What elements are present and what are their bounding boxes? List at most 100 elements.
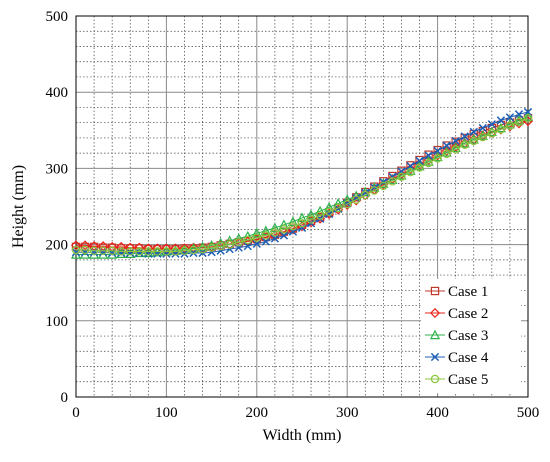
y-tick-label: 0 [61,390,69,406]
data-point [442,141,451,150]
series-layer [70,107,534,259]
data-point [135,247,144,256]
data-point [513,115,525,125]
legend-marker [430,374,440,384]
data-point [144,247,153,256]
y-axis-tick-labels: 0 100 200 300 400 500 [46,9,69,406]
data-point [89,248,99,257]
legend-item: Case 4 [425,350,489,366]
data-point [505,121,515,130]
data-point [162,247,171,256]
data-point [333,203,343,213]
data-point [451,145,460,154]
data-point [252,233,261,242]
data-point [153,247,162,256]
data-point [424,151,433,160]
data-point [522,111,534,121]
data-point [441,145,452,156]
data-point [189,245,198,255]
data-point [269,222,280,233]
data-point [487,120,496,129]
data-point [468,134,479,144]
data-point [388,177,397,186]
data-point [126,247,135,256]
data-point [216,241,225,251]
data-point [198,244,207,254]
legend-label: Case 2 [448,306,488,322]
data-point [126,248,135,258]
data-point [424,158,433,168]
data-point [270,228,280,237]
data-point [314,205,326,216]
data-point [487,129,497,138]
data-point [514,110,524,119]
data-point [116,247,126,256]
data-point [261,237,270,246]
data-point [361,190,370,200]
data-point [523,107,533,117]
legend-marker [430,286,440,296]
x-tick-label: 300 [336,405,359,421]
data-point [260,225,271,236]
legend-item: Case 2 [425,306,488,322]
y-tick-label: 300 [46,161,69,177]
minor-gridlines [76,16,528,397]
data-point [505,113,515,122]
data-point [433,146,442,156]
data-point [179,243,190,254]
data-point [315,211,325,220]
data-point [469,127,478,136]
data-point [432,151,443,162]
data-point [397,172,406,181]
data-point [180,246,189,255]
data-point [98,248,108,257]
data-point [243,241,252,251]
data-point [288,222,298,231]
data-point [305,209,317,220]
data-point [352,195,361,204]
y-tick-label: 500 [46,9,69,25]
data-point [433,154,442,163]
data-point [478,123,487,133]
data-point [496,116,506,125]
data-point [451,136,460,146]
data-point [495,122,506,133]
legend-marker [430,352,440,362]
data-point [71,245,81,255]
data-point [161,243,172,254]
legend: Case 1 Case 2 Case 3 Case 4 Case 5 [421,279,521,393]
x-tick-label: 100 [155,405,178,421]
data-point [343,200,352,209]
y-tick-label: 200 [46,238,69,254]
x-tick-label: 0 [72,405,80,421]
data-point [171,247,180,256]
legend-item: Case 5 [425,372,488,388]
data-point [251,227,262,238]
data-point [125,248,136,258]
data-point [89,246,99,255]
x-axis-title: Width (mm) [263,427,342,444]
legend-item: Case 3 [425,328,488,344]
data-point [504,118,516,129]
legend-label: Case 3 [448,328,488,344]
x-axis-tick-labels: 0 100 200 300 400 500 [72,405,539,421]
data-point [415,156,424,165]
data-point [170,243,181,254]
data-point [477,130,488,140]
data-point [278,219,290,229]
data-point [324,207,334,217]
data-point [116,248,127,258]
data-point [460,140,469,149]
data-point [496,125,506,134]
data-point [306,215,316,224]
legend-item: Case 1 [425,284,488,300]
y-tick-label: 100 [46,314,69,330]
data-point [450,142,461,153]
x-tick-label: 400 [426,405,449,421]
data-point [442,149,451,159]
data-point [415,163,424,172]
data-point [423,156,434,166]
x-tick-label: 200 [246,405,269,421]
data-point [117,248,126,258]
